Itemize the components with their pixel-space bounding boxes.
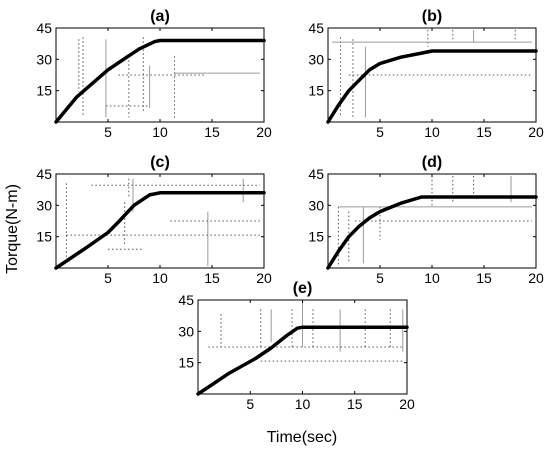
- y-axis-label: Torque(N-m): [4, 184, 21, 274]
- torque-series-line: [196, 325, 409, 396]
- panel-title: (c): [150, 154, 170, 171]
- y-tick-label: 15: [308, 229, 324, 245]
- x-tick-label: 10: [152, 124, 168, 140]
- x-tick-label: 5: [104, 270, 112, 286]
- panel-b: 5 10 15 20 15 30 45 (b): [308, 8, 544, 140]
- y-tick-label: 15: [36, 83, 52, 99]
- x-tick-label: 15: [204, 124, 220, 140]
- y-tick-label: 30: [308, 51, 324, 67]
- x-tick-label: 15: [204, 270, 220, 286]
- panel-e: 5 10 15 20 15 30 45 (e): [178, 280, 415, 412]
- torque-series-line: [326, 49, 538, 124]
- y-tick-label: 45: [36, 20, 52, 36]
- plot-frame: [55, 173, 265, 269]
- x-tick-label: 20: [399, 396, 415, 412]
- x-tick-label: 20: [528, 124, 544, 140]
- x-tick-label: 5: [376, 270, 384, 286]
- y-tick-label: 45: [308, 166, 324, 182]
- panel-a: 5 10 15 20 15 30 45 (a): [36, 8, 272, 140]
- x-axis-label: Time(sec): [267, 429, 338, 446]
- x-tick-label: 5: [104, 124, 112, 140]
- y-tick-label: 45: [178, 292, 194, 308]
- x-tick-label: 20: [256, 124, 272, 140]
- y-tick-label: 45: [36, 166, 52, 182]
- panel-c: 5 10 15 20 15 30 45 (c): [36, 154, 272, 286]
- torque-series-line: [54, 38, 266, 124]
- torque-series-line: [54, 191, 266, 270]
- y-tick-label: 30: [308, 197, 324, 213]
- y-tick-label: 45: [308, 20, 324, 36]
- panel-title: (a): [150, 8, 170, 25]
- y-tick-label: 15: [178, 355, 194, 371]
- y-tick-label: 30: [36, 197, 52, 213]
- x-tick-label: 10: [424, 270, 440, 286]
- panel-d: 5 10 15 20 15 30 45 (d): [308, 154, 544, 286]
- x-tick-label: 5: [246, 396, 254, 412]
- x-tick-label: 10: [152, 270, 168, 286]
- panel-title: (d): [422, 154, 442, 171]
- panel-title: (b): [422, 8, 442, 25]
- x-tick-label: 15: [476, 124, 492, 140]
- x-tick-label: 5: [376, 124, 384, 140]
- x-tick-label: 20: [528, 270, 544, 286]
- x-tick-label: 20: [256, 270, 272, 286]
- panel-title: (e): [293, 280, 313, 297]
- y-tick-label: 15: [36, 229, 52, 245]
- x-tick-label: 15: [347, 396, 363, 412]
- x-tick-label: 10: [424, 124, 440, 140]
- y-tick-label: 30: [36, 51, 52, 67]
- y-tick-label: 15: [308, 83, 324, 99]
- torque-series-line: [326, 195, 538, 270]
- x-tick-label: 15: [476, 270, 492, 286]
- x-tick-label: 10: [295, 396, 311, 412]
- y-tick-label: 30: [178, 323, 194, 339]
